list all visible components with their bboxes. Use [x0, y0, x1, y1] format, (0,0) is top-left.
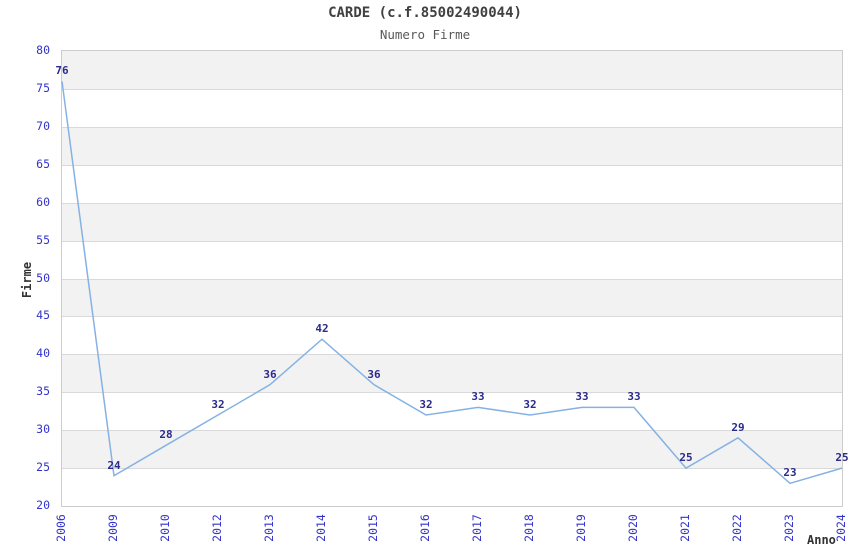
- x-tick-label: 2015: [366, 514, 380, 542]
- data-label: 32: [211, 398, 225, 411]
- x-tick-label: 2020: [626, 514, 640, 542]
- y-tick-label: 70: [36, 118, 50, 133]
- data-label: 76: [55, 64, 69, 78]
- chart-subtitle: Numero Firme: [379, 27, 471, 42]
- plot-band: [62, 202, 842, 241]
- x-tick-label: 2006: [54, 514, 68, 542]
- plot-band: [62, 316, 842, 355]
- plot-band: [62, 354, 842, 393]
- gridline: [62, 392, 842, 393]
- data-label: 36: [263, 367, 277, 381]
- data-label: 32: [419, 398, 433, 411]
- x-tick-label: 2014: [314, 514, 328, 542]
- gridline: [62, 89, 842, 90]
- y-tick-label: 60: [36, 194, 50, 209]
- y-tick-label: 25: [36, 460, 50, 475]
- y-tick-label: 65: [36, 156, 50, 171]
- data-label: 24: [107, 458, 121, 472]
- gridline: [62, 165, 842, 166]
- chart-title: CARDE (c.f.85002490044): [328, 5, 522, 21]
- x-tick-label: 2010: [158, 514, 172, 542]
- data-label: 33: [471, 390, 485, 404]
- gridline: [62, 316, 842, 317]
- data-label: 32: [523, 398, 537, 411]
- plot-band: [62, 430, 842, 469]
- y-tick-label: 20: [36, 498, 50, 512]
- x-tick-label: 2016: [418, 514, 432, 542]
- x-tick-label: 2021: [678, 514, 692, 542]
- plot-band: [62, 164, 842, 203]
- gridline: [62, 241, 842, 242]
- plot-band: [62, 240, 842, 279]
- gridline: [62, 354, 842, 355]
- x-tick-label: 2019: [574, 514, 588, 542]
- x-tick-label: 2022: [730, 514, 744, 542]
- data-label: 33: [575, 390, 589, 404]
- x-tick-label: 2024: [834, 514, 848, 542]
- series-line: [61, 81, 843, 485]
- y-tick-label: 50: [36, 270, 50, 285]
- x-axis-label: Anno: [807, 533, 836, 547]
- gridline: [62, 279, 842, 280]
- series-line-svg: [61, 81, 843, 485]
- x-tick-label: 2013: [262, 514, 276, 542]
- data-label: 29: [731, 420, 745, 434]
- gridline: [62, 430, 842, 431]
- gridline: [62, 127, 842, 128]
- data-label: 25: [679, 451, 693, 465]
- y-axis-label: Firme: [20, 261, 34, 299]
- y-tick-label: 30: [36, 422, 50, 437]
- y-tick-label: 80: [36, 43, 50, 57]
- data-label: 23: [783, 466, 797, 480]
- plot-band: [62, 468, 842, 506]
- plot-band: [62, 88, 842, 127]
- plot-band: [62, 51, 842, 89]
- data-label: 33: [627, 390, 641, 404]
- y-tick-label: 40: [36, 346, 50, 361]
- data-label: 42: [315, 322, 329, 336]
- y-tick-label: 45: [36, 308, 50, 323]
- y-tick-label: 75: [36, 80, 50, 95]
- gridline: [62, 468, 842, 469]
- data-label: 25: [835, 451, 849, 465]
- plot-band: [62, 126, 842, 165]
- x-tick-label: 2017: [470, 514, 484, 542]
- y-tick-label: 35: [36, 384, 50, 399]
- x-tick-label: 2009: [106, 514, 120, 542]
- x-tick-label: 2018: [522, 514, 536, 542]
- plot-area: 76 24 28 32 36 42 36 32 33 32 33 33 25 29 23 25: [55, 50, 849, 507]
- y-tick-label: 55: [36, 232, 50, 247]
- x-tick-label: 2012: [210, 514, 224, 542]
- plot-band: [62, 278, 842, 317]
- x-tick-label: 2023: [782, 514, 796, 542]
- data-label: 36: [367, 367, 381, 381]
- gridline: [62, 203, 842, 204]
- data-label: 28: [159, 428, 173, 442]
